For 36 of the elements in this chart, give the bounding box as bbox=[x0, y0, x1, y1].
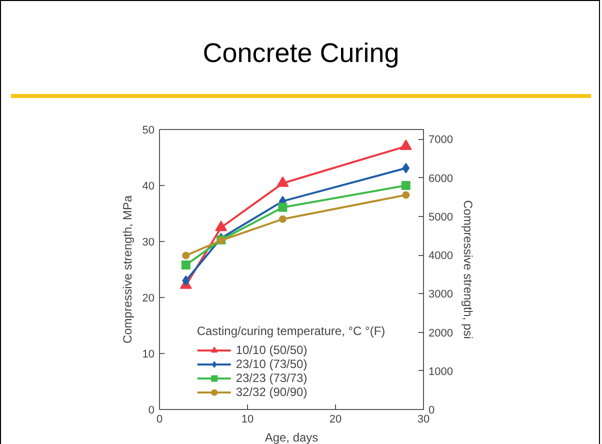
point bbox=[402, 191, 410, 199]
y2-tick-label: 0 bbox=[428, 404, 435, 416]
y2-tick-label: 3000 bbox=[428, 288, 453, 301]
y-tick-label: 10 bbox=[142, 348, 155, 360]
y-tick-label: 0 bbox=[148, 404, 155, 416]
point bbox=[182, 275, 190, 286]
x-tick-label: 10 bbox=[241, 414, 254, 426]
y2-tick-label: 2000 bbox=[428, 327, 453, 340]
y2-tick-label: 5000 bbox=[428, 211, 453, 224]
legend-label: 10/10 (50/50) bbox=[236, 343, 308, 357]
point bbox=[401, 181, 410, 190]
point bbox=[182, 252, 190, 260]
x-axis-title: Age, days bbox=[264, 430, 318, 444]
point bbox=[278, 202, 288, 212]
x-tick-label: 20 bbox=[329, 414, 342, 426]
y2-axis-title: Compressive strength, psi bbox=[460, 200, 475, 339]
legend-label: 23/10 (73/50) bbox=[236, 357, 308, 371]
x-tick-label: 30 bbox=[417, 414, 430, 426]
y-tick-label: 20 bbox=[142, 292, 155, 304]
y2-tick-label: 1000 bbox=[428, 366, 453, 378]
legend-label: 32/32 (90/90) bbox=[236, 385, 308, 399]
y-tick-label: 40 bbox=[142, 180, 155, 192]
chart-title: Concrete Curing bbox=[202, 37, 400, 70]
legend-title: Casting/curing temperature, °C °(F) bbox=[196, 324, 386, 338]
y-tick-label: 30 bbox=[142, 236, 155, 248]
y2-tick-label: 4000 bbox=[428, 250, 453, 262]
point bbox=[278, 215, 286, 223]
y-axis-title: Compressive strength, MPa bbox=[120, 195, 134, 344]
y2-tick-label: 7000 bbox=[428, 134, 453, 146]
point bbox=[402, 162, 410, 174]
y2-tick-label: 6000 bbox=[428, 172, 453, 185]
point bbox=[181, 260, 190, 270]
y-tick-label: 50 bbox=[142, 124, 155, 136]
x-tick-label: 0 bbox=[156, 414, 163, 426]
point bbox=[215, 220, 228, 232]
legend-label: 23/23 (73/73) bbox=[236, 371, 308, 385]
